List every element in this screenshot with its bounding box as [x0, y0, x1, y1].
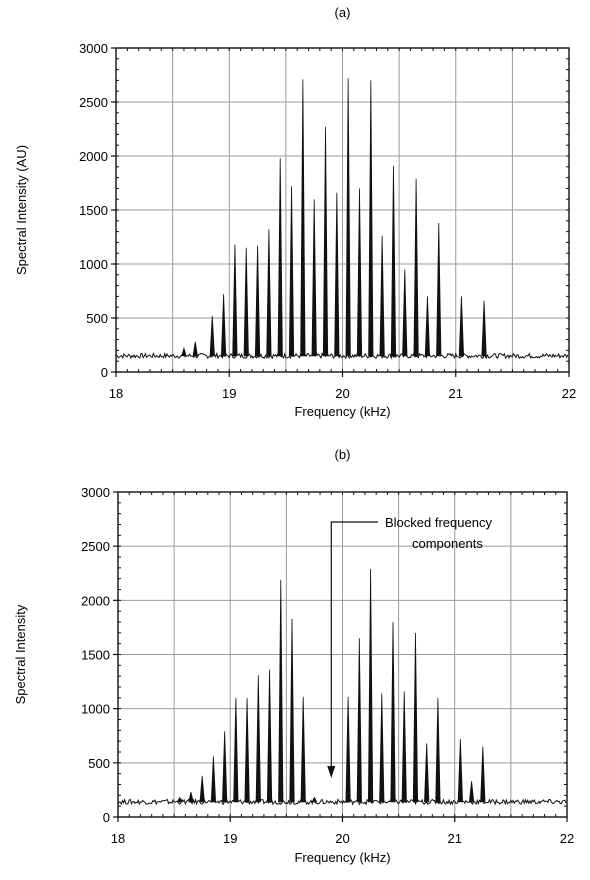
spectral-peak — [199, 775, 205, 803]
spectral-peak — [322, 126, 329, 357]
y-tick-label: 2000 — [81, 593, 110, 608]
x-tick-label: 18 — [109, 386, 123, 401]
x-tick-label: 19 — [223, 831, 237, 846]
baseline-trace — [117, 797, 567, 806]
annotation-arrowhead — [327, 766, 336, 778]
spectral-peak — [379, 235, 385, 357]
spectral-peak — [379, 693, 385, 803]
y-tick-label: 1000 — [81, 702, 110, 717]
spectral-peak — [436, 222, 442, 357]
spectral-peak — [192, 341, 198, 357]
x-tick-label: 20 — [335, 831, 349, 846]
spectral-peak — [435, 697, 441, 803]
y-tick-label: 0 — [101, 365, 108, 380]
spectral-peak — [345, 696, 351, 803]
spectral-peak — [368, 80, 374, 357]
spectral-peak — [458, 296, 465, 357]
chart-panel-a: (a) 18 19 20 21 22 0 500 1000 1500 2000 2500 3000 Fre… — [14, 5, 576, 419]
spectral-peak — [176, 796, 183, 803]
spectral-peak — [468, 781, 475, 803]
spectral-peak — [345, 78, 351, 357]
spectral-peak — [412, 632, 419, 803]
annotation-leader-line — [330, 521, 378, 768]
spectral-peak — [390, 165, 397, 357]
spectral-peak — [356, 188, 363, 357]
spectral-peak — [390, 621, 396, 803]
y-tick-label: 0 — [103, 810, 110, 825]
spectral-peak — [188, 791, 194, 803]
y-tick-label: 1000 — [79, 257, 108, 272]
y-axis-title: Spectral Intensity (AU) — [14, 145, 29, 275]
spectral-peak — [311, 199, 317, 357]
spectral-peak — [266, 229, 272, 357]
panel-label: (b) — [335, 447, 351, 462]
chart-panel-b: (b) 18 19 20 21 22 0 500 1000 1500 2000 2500 3000 Fre… — [13, 447, 574, 865]
y-axis-title: Spectral Intensity — [13, 604, 28, 704]
spectral-peak — [210, 756, 217, 803]
spectral-peak — [222, 731, 228, 803]
spectral-peak — [277, 158, 283, 357]
spectral-peak — [266, 669, 273, 803]
spectral-peak — [481, 300, 487, 357]
y-tick-label: 1500 — [81, 648, 110, 663]
x-tick-label: 21 — [448, 831, 462, 846]
y-tick-label: 2500 — [81, 539, 110, 554]
spectral-peak — [181, 346, 187, 357]
spectral-peak — [288, 186, 295, 357]
y-tick-label: 1500 — [79, 203, 108, 218]
y-tick-label: 3000 — [79, 41, 108, 56]
x-tick-label: 18 — [111, 831, 125, 846]
spectral-peak — [244, 697, 250, 803]
annotation-line-2: components — [412, 536, 483, 551]
spectral-peak — [480, 746, 486, 803]
spectral-peak — [232, 244, 238, 357]
spectral-peak — [278, 579, 284, 803]
x-axis-title: Frequency (kHz) — [294, 404, 390, 419]
spectral-peak — [356, 638, 362, 803]
spectral-peak — [233, 697, 239, 803]
y-tick-label: 500 — [86, 311, 108, 326]
spectral-peak — [289, 618, 295, 803]
baseline-trace — [115, 351, 569, 360]
spectral-peak — [311, 796, 318, 803]
spectral-peak — [220, 294, 227, 357]
spectral-peak — [209, 315, 215, 357]
y-tick-label: 2500 — [79, 95, 108, 110]
spectral-peak — [334, 192, 340, 357]
x-tick-label: 20 — [335, 386, 349, 401]
spectral-peak — [243, 247, 249, 357]
x-tick-label: 22 — [560, 831, 574, 846]
spectral-peak — [402, 269, 408, 357]
spectral-peak — [457, 738, 463, 803]
spectral-peak — [300, 79, 306, 357]
x-axis-title: Frequency (kHz) — [294, 850, 390, 865]
spectral-peak — [255, 675, 261, 803]
spectral-peak — [254, 245, 261, 357]
x-tick-label: 19 — [222, 386, 236, 401]
y-tick-label: 3000 — [81, 485, 110, 500]
spectral-peak — [300, 696, 306, 803]
y-tick-label: 500 — [88, 756, 110, 771]
spectral-peak — [401, 691, 407, 803]
y-tick-label: 2000 — [79, 149, 108, 164]
panel-label: (a) — [335, 5, 351, 20]
spectral-peak — [413, 178, 419, 357]
x-tick-label: 22 — [562, 386, 576, 401]
spectral-peak — [424, 296, 431, 357]
spectral-peak — [424, 743, 430, 803]
annotation-line-1: Blocked frequency — [385, 515, 492, 530]
x-tick-label: 21 — [449, 386, 463, 401]
spectral-peak — [367, 568, 374, 803]
